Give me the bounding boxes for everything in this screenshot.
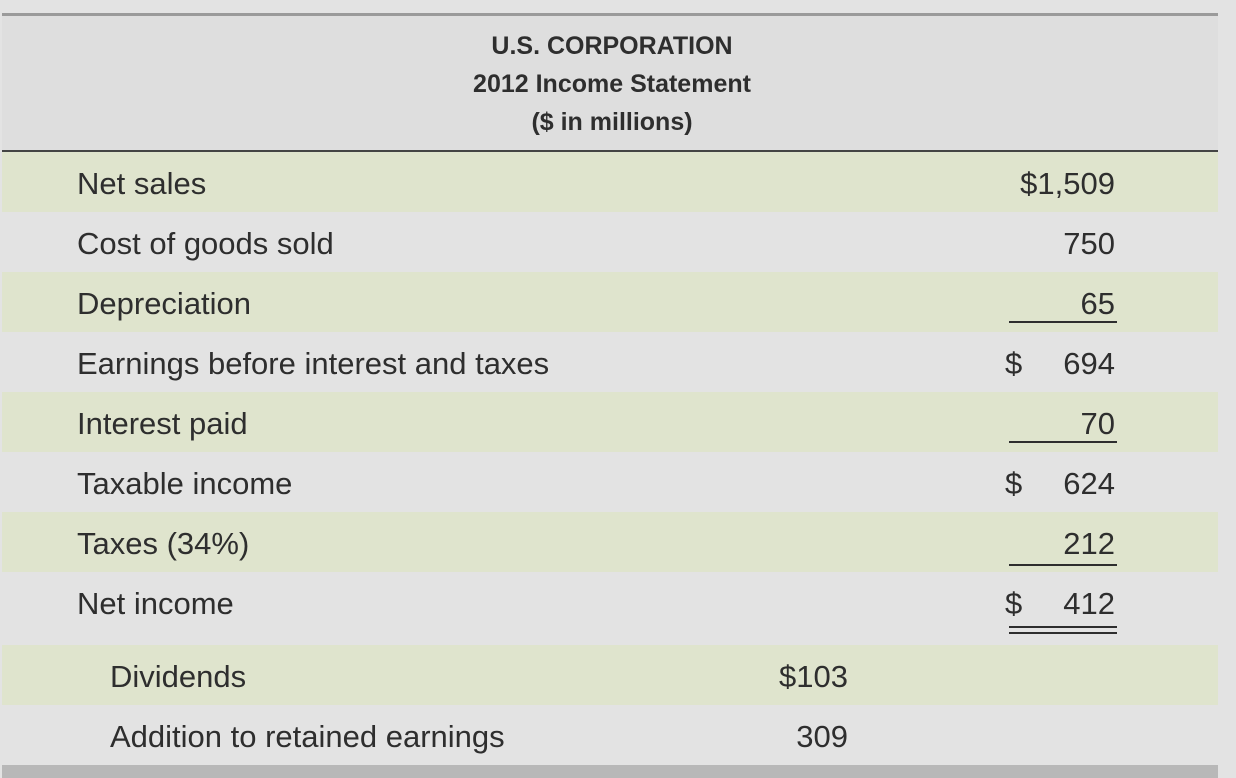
units: ($ in millions) [531, 108, 693, 136]
row-label: Taxable income [77, 466, 293, 501]
header: U.S. CORPORATION 2012 Income Statement (… [2, 16, 1218, 150]
row-amount: 65 [1080, 286, 1115, 321]
currency: $ [1005, 466, 1023, 501]
row: Net sales $1,509 [2, 152, 1218, 212]
underline [1009, 564, 1117, 566]
row-label: Net income [77, 586, 234, 621]
row: Taxes (34%) 212 [2, 512, 1218, 572]
row: Addition to retained earnings 309 [2, 705, 1218, 765]
row-label: Net sales [77, 166, 207, 201]
row-label: Depreciation [77, 286, 252, 321]
currency: $ [1005, 346, 1023, 381]
bottom-bar [2, 765, 1218, 778]
row-amount: 412 [1063, 586, 1115, 621]
row-amount: $103 [779, 659, 848, 694]
row-amount: 309 [796, 719, 848, 754]
row: Net income $ 412 [2, 572, 1218, 645]
row-amount: $1,509 [1020, 166, 1115, 201]
row-amount: 212 [1063, 526, 1115, 561]
row-label: Dividends [110, 659, 247, 694]
row-amount: 750 [1063, 226, 1115, 261]
row: Interest paid 70 [2, 392, 1218, 452]
row-label: Taxes (34%) [77, 526, 250, 561]
row-label: Interest paid [77, 406, 248, 441]
company: U.S. CORPORATION [491, 32, 733, 60]
underline [1009, 321, 1117, 323]
row: Depreciation 65 [2, 272, 1218, 332]
row: Earnings before interest and taxes $ 694 [2, 332, 1218, 392]
row: Cost of goods sold 750 [2, 212, 1218, 272]
row-amount: 624 [1063, 466, 1115, 501]
row-label: Earnings before interest and taxes [77, 346, 550, 381]
top-rule [2, 13, 1218, 16]
row-amount: 70 [1080, 406, 1115, 441]
double-underline [1009, 632, 1117, 634]
row-amount: 694 [1063, 346, 1115, 381]
currency: $ [1005, 586, 1023, 621]
row-label: Addition to retained earnings [110, 719, 505, 754]
underline [1009, 441, 1117, 443]
row-label: Cost of goods sold [77, 226, 334, 261]
row: Dividends $103 [2, 645, 1218, 705]
statement-title: 2012 Income Statement [473, 70, 751, 98]
double-underline [1009, 626, 1117, 628]
header-rule [2, 150, 1218, 152]
row: Taxable income $ 624 [2, 452, 1218, 512]
